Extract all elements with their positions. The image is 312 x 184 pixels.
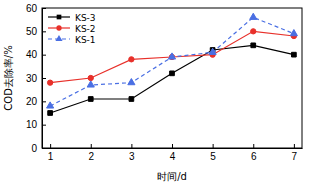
x-tick-mark (91, 144, 92, 148)
series-marker (251, 43, 256, 48)
series-marker (170, 71, 175, 76)
legend-marker (57, 15, 62, 20)
y-axis: 0 10 20 30 40 50 60 (26, 3, 46, 154)
series-marker (129, 97, 134, 102)
data-marks (47, 13, 298, 115)
series-marker (87, 81, 94, 87)
y-tick: 30 (26, 73, 46, 84)
series-line (50, 17, 294, 106)
x-tick-label: 3 (129, 151, 135, 162)
x-tick: 3 (129, 144, 135, 162)
y-tick-mark (42, 31, 46, 32)
series-marker (129, 57, 134, 62)
legend-item: KS-2 (48, 24, 96, 34)
y-tick-label: 50 (26, 26, 38, 37)
y-tick: 40 (26, 49, 46, 60)
x-tick-label: 6 (251, 151, 257, 162)
y-axis-title: COD去除率/% (3, 45, 14, 110)
x-tick: 5 (210, 144, 216, 162)
x-tick: 6 (251, 144, 257, 162)
y-tick: 10 (26, 119, 46, 130)
x-tick-label: 4 (170, 151, 176, 162)
series-marker (251, 29, 256, 34)
x-axis: 1 2 3 4 5 6 7 (43, 144, 303, 162)
legend-label: KS-1 (75, 35, 96, 45)
series-line (50, 31, 294, 82)
series-marker (47, 102, 54, 108)
series-marker (88, 97, 93, 102)
legend-marker (55, 35, 62, 41)
series-line (50, 45, 294, 113)
x-tick-mark (213, 144, 214, 148)
chart: 1 2 3 4 5 6 7 0 10 20 30 40 50 60 KS-3KS-2KS-1 时间/d COD去… (0, 0, 312, 184)
series-marker (48, 111, 53, 116)
y-tick-label: 0 (31, 143, 37, 154)
legend-item: KS-3 (48, 13, 96, 23)
series-marker (292, 52, 297, 57)
y-tick-label: 10 (26, 119, 38, 130)
x-tick: 7 (292, 144, 298, 162)
y-tick-mark (42, 78, 46, 79)
series-marker (128, 79, 135, 85)
legend-item: KS-1 (48, 35, 96, 45)
series-marker (290, 30, 297, 36)
legend: KS-3KS-2KS-1 (48, 13, 96, 45)
x-tick-mark (131, 144, 132, 148)
legend-label: KS-3 (75, 13, 96, 23)
x-tick-mark (172, 144, 173, 148)
plot-frame (42, 8, 302, 148)
x-tick: 4 (170, 144, 176, 162)
legend-marker (56, 25, 61, 30)
series-marker (250, 13, 257, 19)
series-marker (88, 75, 93, 80)
x-tick-mark (253, 144, 254, 148)
x-tick-mark (50, 144, 51, 148)
series-marker (47, 80, 52, 85)
x-tick: 1 (48, 144, 54, 162)
y-tick: 50 (26, 26, 46, 37)
series-marker (209, 48, 216, 54)
x-tick-label: 1 (48, 151, 54, 162)
x-tick-label: 7 (292, 151, 298, 162)
y-tick: 20 (26, 96, 46, 107)
x-tick-mark (294, 144, 295, 148)
y-tick-mark (42, 101, 46, 102)
legend-label: KS-2 (75, 24, 96, 34)
y-tick-label: 30 (26, 73, 38, 84)
x-tick-label: 5 (210, 151, 216, 162)
y-tick-mark (42, 125, 46, 126)
x-tick-label: 2 (88, 151, 94, 162)
y-tick-mark (42, 55, 46, 56)
x-axis-title: 时间/d (157, 171, 187, 182)
x-tick: 2 (88, 144, 94, 162)
y-tick-label: 20 (26, 96, 38, 107)
plot: 1 2 3 4 5 6 7 0 10 20 30 40 50 60 KS-3KS-2KS-1 (26, 3, 303, 162)
y-tick-label: 60 (26, 3, 38, 14)
series-marker (168, 53, 175, 59)
y-tick-label: 40 (26, 49, 38, 60)
